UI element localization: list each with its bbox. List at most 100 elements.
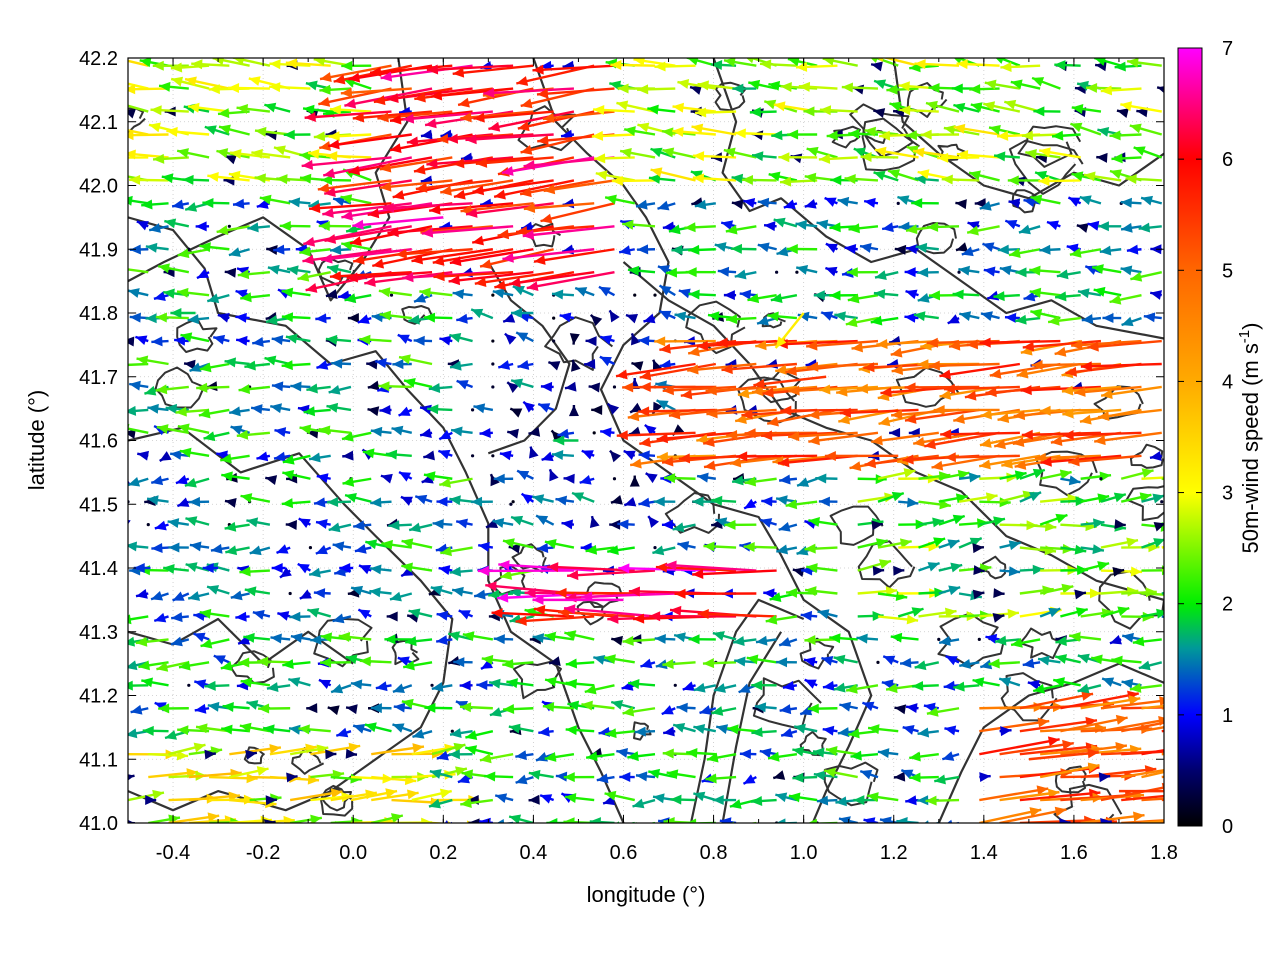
wind-vector bbox=[370, 703, 392, 714]
wind-vector-head bbox=[1059, 818, 1071, 823]
wind-vector bbox=[581, 700, 615, 711]
wind-vector bbox=[918, 537, 946, 549]
wind-vector bbox=[845, 683, 879, 694]
wind-vector bbox=[584, 684, 615, 695]
wind-vector bbox=[229, 766, 269, 779]
wind-vector bbox=[544, 752, 575, 762]
wind-vector bbox=[481, 654, 514, 665]
wind-vector-head bbox=[1165, 746, 1176, 756]
wind-vector bbox=[853, 795, 878, 806]
wind-vector-head bbox=[98, 728, 109, 738]
wind-vector bbox=[1080, 695, 1141, 710]
wind-vector-head bbox=[151, 542, 163, 553]
wind-vector bbox=[401, 562, 433, 573]
wind-vector-head bbox=[618, 563, 630, 574]
wind-vector-head bbox=[813, 770, 826, 781]
wind-vector-head bbox=[389, 591, 402, 602]
wind-vector-head bbox=[751, 680, 763, 691]
terrain-contour bbox=[1053, 783, 1123, 823]
wind-vector-head bbox=[729, 799, 742, 809]
wind-vector-head bbox=[719, 817, 732, 823]
wind-vector bbox=[156, 661, 190, 672]
wind-vector-head bbox=[979, 772, 991, 783]
wind-vector-dot bbox=[977, 637, 981, 642]
wind-vector bbox=[563, 604, 656, 618]
wind-vector-head bbox=[867, 792, 879, 803]
wind-vector bbox=[999, 566, 1021, 577]
wind-vector-head bbox=[331, 683, 344, 694]
wind-vector bbox=[772, 770, 786, 780]
wind-vector-head bbox=[439, 788, 452, 799]
wind-vector bbox=[662, 658, 696, 669]
wind-vector bbox=[335, 727, 352, 738]
wind-vector-head bbox=[1100, 818, 1112, 823]
wind-vector bbox=[515, 615, 595, 626]
wind-vector-head bbox=[142, 725, 154, 736]
terrain-contour bbox=[1035, 450, 1098, 497]
wind-vector bbox=[258, 703, 291, 714]
wind-vector-head bbox=[189, 541, 202, 552]
wind-vector-head bbox=[511, 515, 524, 526]
wind-vector-head bbox=[213, 655, 226, 665]
wind-vector bbox=[502, 538, 534, 549]
wind-vector-head bbox=[332, 613, 345, 624]
wind-vector bbox=[393, 702, 412, 713]
wind-vector bbox=[449, 728, 473, 738]
wind-vector bbox=[185, 562, 210, 572]
wind-vector bbox=[909, 772, 939, 783]
wind-vector bbox=[128, 203, 129, 205]
wind-vector bbox=[1099, 477, 1103, 481]
wind-vector bbox=[561, 519, 575, 530]
wind-vector-head bbox=[947, 819, 953, 823]
wind-vector-dot bbox=[491, 385, 495, 389]
wind-vector-dot bbox=[491, 293, 495, 297]
wind-vector-head bbox=[225, 545, 238, 556]
wind-vector bbox=[1069, 631, 1102, 642]
wind-vector bbox=[1121, 632, 1142, 643]
wind-vector-head bbox=[515, 750, 527, 761]
wind-vector-head bbox=[934, 774, 946, 785]
wind-vector-head bbox=[310, 634, 322, 645]
wind-vector-shaft bbox=[999, 808, 1067, 823]
wind-vector-head bbox=[384, 634, 396, 645]
wind-vector bbox=[459, 680, 473, 691]
wind-vector-head bbox=[488, 589, 500, 600]
terrain-contour bbox=[487, 261, 571, 455]
wind-vector-head bbox=[288, 724, 301, 735]
wind-vector bbox=[750, 795, 777, 806]
wind-vector-head bbox=[364, 722, 377, 733]
wind-vector bbox=[193, 632, 210, 643]
wind-vector-dot bbox=[775, 270, 779, 274]
wind-vector-head bbox=[652, 545, 665, 556]
wind-vector bbox=[604, 790, 635, 802]
wind-vector-shaft bbox=[310, 821, 321, 823]
wind-vector-head bbox=[697, 609, 709, 620]
wind-vector-head bbox=[914, 660, 927, 671]
wind-vector-head bbox=[894, 704, 907, 715]
wind-vector bbox=[647, 515, 659, 528]
wind-vector-head bbox=[824, 767, 836, 778]
wind-vector-shaft bbox=[692, 569, 777, 576]
wind-vector-head bbox=[188, 591, 201, 601]
wind-vector-head bbox=[381, 539, 393, 550]
wind-vector-head bbox=[972, 589, 985, 600]
wind-vector bbox=[389, 293, 394, 297]
wind-vector-head bbox=[1217, 746, 1228, 756]
wind-vector-head bbox=[479, 753, 492, 764]
wind-vector-dot bbox=[957, 270, 961, 274]
wind-vector bbox=[345, 704, 358, 715]
wind-vector bbox=[389, 591, 413, 602]
wind-vector-head bbox=[128, 636, 136, 647]
wind-vector bbox=[542, 701, 575, 712]
wind-vector bbox=[332, 541, 352, 552]
wind-vector-head bbox=[459, 680, 471, 691]
wind-vector-head bbox=[555, 587, 567, 598]
wind-vector-head bbox=[230, 590, 243, 601]
wind-vector bbox=[648, 768, 676, 779]
wind-vector-head bbox=[1000, 726, 1012, 737]
wind-vector-shaft bbox=[1141, 726, 1164, 733]
wind-vector-head bbox=[1036, 785, 1049, 796]
wind-vector-head bbox=[616, 747, 629, 758]
wind-vector bbox=[674, 588, 757, 599]
wind-vector-dot bbox=[430, 683, 434, 687]
